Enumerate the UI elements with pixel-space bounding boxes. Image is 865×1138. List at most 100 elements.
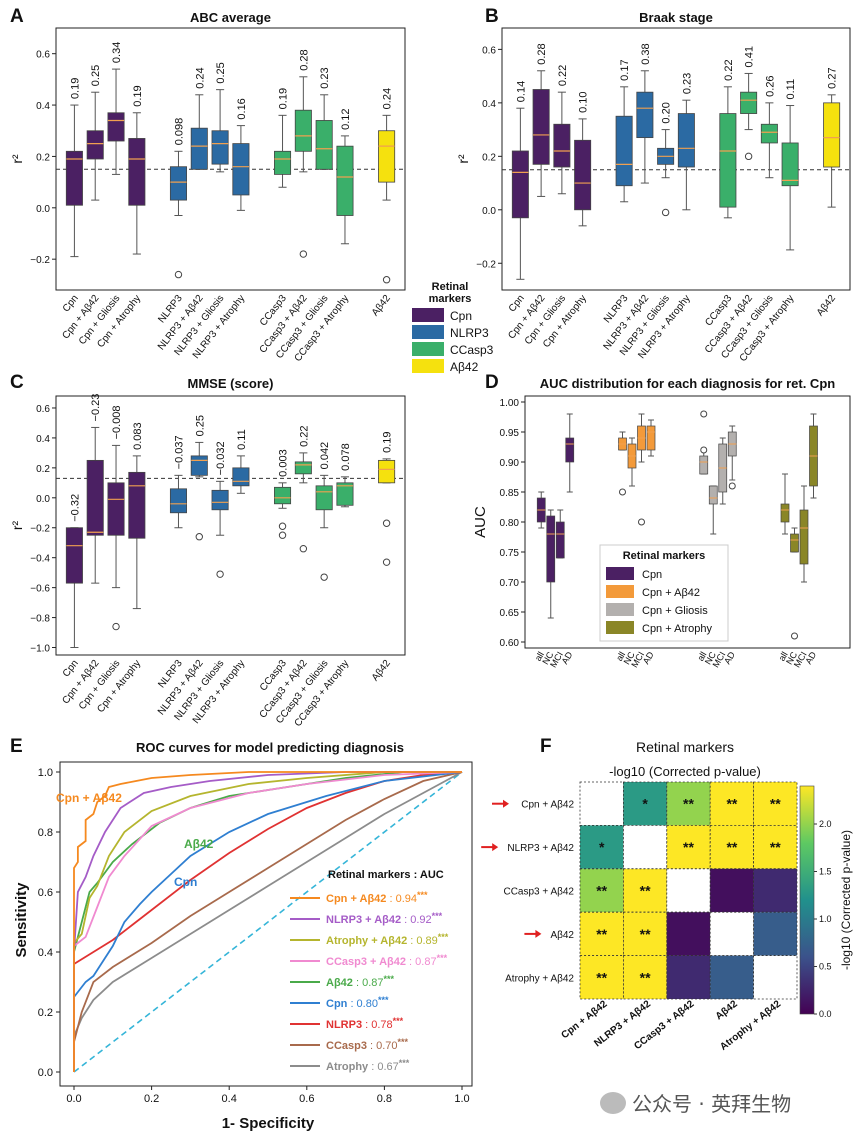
outlier-point: [728, 482, 736, 490]
x-tick-label: AD: [641, 650, 656, 666]
legend-label: Cpn: [450, 309, 472, 323]
r2-annotation: 0.19: [69, 78, 81, 99]
r2-annotation: 0.078: [340, 443, 352, 471]
r2-annotation: 0.19: [382, 431, 394, 452]
box-CCasp3: [274, 486, 292, 505]
y-tick-label: 0.4: [38, 947, 53, 959]
legend-swatch: [412, 342, 444, 356]
box-Cpn: [65, 527, 83, 584]
panel-label-B: B: [485, 6, 499, 27]
chance-line: [73, 771, 463, 1073]
r2-annotation: 0.14: [515, 81, 527, 102]
r2-annotation: 0.23: [681, 73, 693, 94]
significance-stars: **: [683, 839, 694, 855]
watermark: 公众号 · 英拜生物: [600, 1088, 791, 1117]
box-Cpn + Aβ42: [86, 130, 104, 160]
box-NLRP3 + Aβ42: [636, 91, 654, 139]
box-NLRP3: [169, 166, 187, 201]
y-tick-label: 0.6: [36, 50, 50, 61]
box-Cpn: [546, 515, 556, 583]
legend-title: Retinal markers: [623, 550, 706, 562]
legend-entry: Aβ42 : 0.87***: [326, 974, 394, 989]
colorbar-tick-label: 1.5: [819, 867, 832, 877]
outlier-point: [112, 622, 120, 631]
r2-annotation: 0.24: [194, 67, 206, 88]
x-tick-label: Aβ42: [370, 658, 393, 684]
y-tick-label: 0.75: [500, 548, 520, 559]
plot-frame: [501, 27, 851, 291]
plot-frame: [59, 761, 473, 1087]
y-tick-label: 0.2: [36, 152, 50, 163]
box-NLRP3: [169, 488, 187, 514]
panel-label-E: E: [10, 736, 23, 757]
legend-title: markers: [429, 293, 472, 305]
y-tick-label: 0.4: [36, 101, 50, 112]
box-Cpn + Atrophy: [128, 471, 146, 539]
x-tick-label: 0.6: [299, 1093, 314, 1105]
legend-swatch: [412, 359, 444, 373]
box-NLRP3 + Atrophy: [232, 467, 250, 487]
box-Cpn + Gliosis: [107, 482, 125, 536]
chart-title: ABC average: [190, 10, 271, 25]
y-axis-label: AUC: [472, 506, 489, 538]
row-label: Aβ42: [550, 930, 574, 941]
x-tick-label: AD: [722, 650, 737, 666]
outlier-point: [174, 270, 183, 279]
colorbar-tick-label: 1.0: [819, 914, 832, 924]
heatmap-cell: [623, 868, 668, 913]
r2-annotation: 0.083: [132, 422, 144, 450]
outlier-point: [661, 208, 670, 217]
heatmap-cell: [623, 955, 668, 1000]
y-tick-label: 0.0: [36, 494, 50, 505]
chart-title: MMSE (score): [188, 376, 274, 391]
y-tick-label: −0.6: [30, 584, 50, 595]
roc-curve-Atrophy: [73, 771, 463, 1072]
box-NLRP3 + Gliosis: [211, 489, 229, 511]
r2-annotation: 0.34: [111, 42, 123, 63]
r2-annotation: 0.16: [236, 98, 248, 119]
legend-swatch: [412, 308, 444, 322]
legend-swatch: [606, 603, 634, 616]
r2-annotation: 0.26: [764, 75, 776, 96]
col-label: Aβ42: [714, 998, 740, 1022]
colorbar-tick-label: 0.5: [819, 962, 832, 972]
y-tick-label: 0.90: [500, 458, 520, 469]
y-tick-label: 0.60: [500, 638, 520, 649]
x-tick-label: all: [533, 650, 546, 663]
significance-stars: **: [596, 969, 607, 985]
row-label: CCasp3 + Aβ42: [503, 887, 574, 898]
row-label: Atrophy + Aβ42: [505, 973, 574, 984]
outlier-point: [299, 250, 308, 258]
box-Cpn: [555, 521, 565, 559]
heatmap-cell: [623, 825, 668, 870]
r2-annotation: 0.12: [340, 108, 352, 129]
r2-annotation: −0.008: [111, 405, 123, 439]
chart-title: Retinal markers: [636, 739, 734, 755]
x-axis-label: 1- Specificity: [222, 1115, 315, 1132]
legend-entry: Atrophy + Aβ42 : 0.89***: [326, 932, 449, 947]
heatmap-cell: [753, 911, 798, 957]
legend-entry: CCasp3 + Aβ42 : 0.87***: [326, 953, 448, 968]
r2-annotation: 0.10: [578, 91, 590, 112]
heatmap-cell: [753, 781, 798, 826]
box-Aβ42: [823, 102, 841, 168]
legend-entry: NLRP3 + Aβ42 : 0.92***: [326, 911, 443, 926]
heatmap-cell: [666, 868, 711, 913]
box-Cpn + Atrophy: [790, 533, 799, 553]
heatmap-cell: [579, 825, 624, 870]
y-tick-label: 0.2: [36, 464, 50, 475]
r2-annotation: 0.22: [298, 425, 310, 446]
box-Cpn: [511, 150, 529, 219]
roc-curve-Cpn: [73, 771, 463, 1072]
outlier-point: [278, 531, 287, 539]
colorbar-tick-label: 0.0: [819, 1009, 832, 1019]
box-CCasp3 + Aβ42: [294, 109, 312, 152]
significance-stars: **: [770, 796, 781, 812]
x-tick-label: all: [777, 650, 790, 663]
curve-label: Aβ42: [184, 837, 214, 851]
heatmap-cell: [666, 955, 711, 1000]
x-tick-label: 0.8: [377, 1093, 392, 1105]
outlier-point: [638, 518, 645, 526]
box-CCasp3 + Aβ42: [740, 91, 758, 114]
